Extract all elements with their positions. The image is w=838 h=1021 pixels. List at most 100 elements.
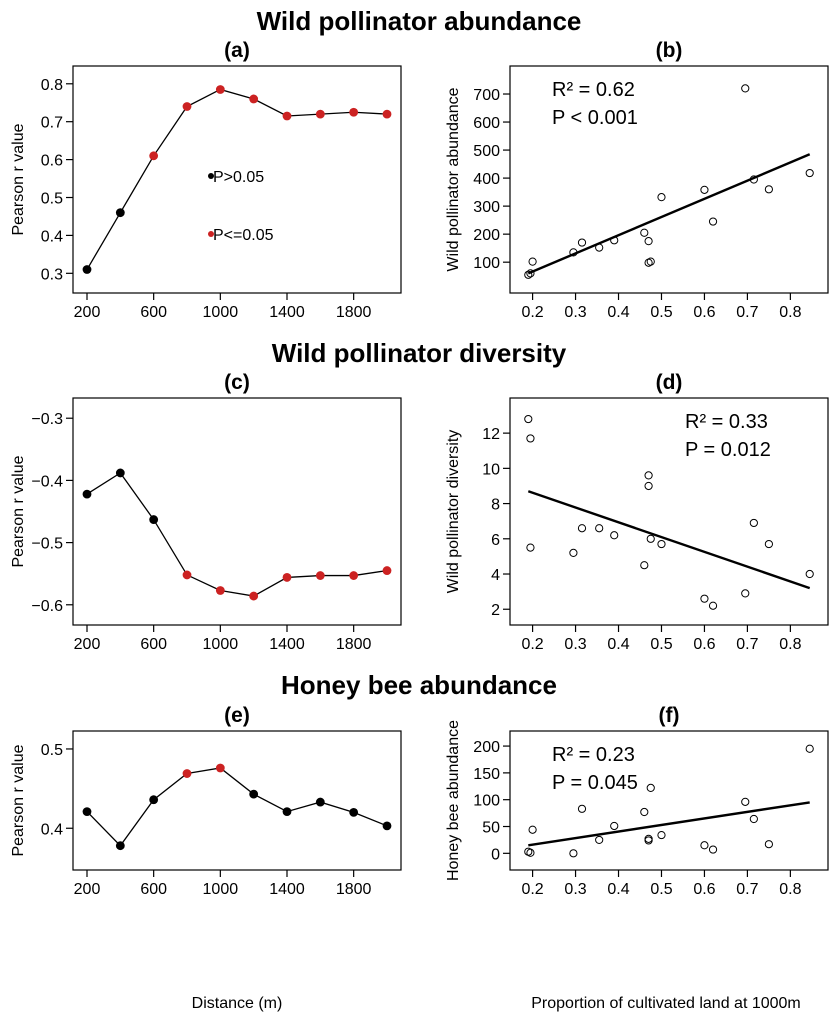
y-tick-label: 0.6 xyxy=(41,153,63,170)
data-point xyxy=(708,217,718,226)
stat-annotation: P = 0.045 xyxy=(552,772,638,794)
regression-line xyxy=(528,801,810,847)
data-point xyxy=(764,539,773,549)
legend-label-nonsig: P>0.05 xyxy=(213,169,264,186)
data-point xyxy=(526,434,535,443)
x-tick-label: 0.4 xyxy=(607,636,629,653)
data-point xyxy=(249,94,259,104)
section-title: Wild pollinator abundance xyxy=(257,6,582,36)
regression-line xyxy=(527,153,811,275)
data-point xyxy=(700,841,709,850)
x-tick-label: 200 xyxy=(74,636,101,653)
data-point xyxy=(149,151,159,161)
data-point xyxy=(644,471,653,480)
data-point xyxy=(644,237,653,246)
chart-panel-d: (d) 0.2 0.3 0.4 0.5 0.6 0.7 0.8 2 4 6 8 10 12 Wild pol… xyxy=(445,371,829,653)
y-tick-label: 0.5 xyxy=(41,742,63,759)
x-tick-label: 1400 xyxy=(269,636,305,653)
data-point xyxy=(657,193,666,202)
y-tick-label: 100 xyxy=(473,793,500,810)
data-point xyxy=(708,601,718,610)
data-point xyxy=(569,548,578,557)
data-point xyxy=(315,109,325,119)
series-line xyxy=(86,767,388,847)
data-point xyxy=(569,248,578,257)
data-point xyxy=(644,836,653,845)
x-tick-label: 0.7 xyxy=(736,304,758,321)
data-point xyxy=(700,185,709,194)
y-axis-title: Wild pollinator abundance xyxy=(445,87,462,271)
x-tick-label: 0.2 xyxy=(521,304,543,321)
data-point xyxy=(595,243,604,252)
y-tick-label: 200 xyxy=(473,227,500,244)
plot-frame xyxy=(509,397,829,626)
data-point xyxy=(115,841,125,851)
data-point xyxy=(741,84,750,93)
panel-label: (f) xyxy=(659,704,680,727)
x-tick-label: 600 xyxy=(140,881,167,898)
y-tick-label: 0 xyxy=(491,846,500,863)
plot-frame xyxy=(72,397,402,626)
panel-label: (e) xyxy=(224,704,250,727)
x-tick-label: 0.6 xyxy=(693,636,715,653)
chart-panel-e: (e) 200 600 1000 1400 1800 0.4 0.5 Pearson r val… xyxy=(10,704,402,898)
data-point xyxy=(382,566,392,575)
chart-panel-c: (c) 200 600 1000 1400 1800 −0.6 −0.5 −0.4 −0.3 Pea… xyxy=(10,371,402,653)
data-point xyxy=(115,468,125,478)
x-tick-label: 0.5 xyxy=(650,304,672,321)
y-axis-title: Pearson r value xyxy=(10,744,27,856)
y-tick-label: −0.3 xyxy=(31,411,63,428)
data-point xyxy=(700,594,709,603)
y-tick-label: 500 xyxy=(473,143,500,160)
y-axis-title: Pearson r value xyxy=(10,455,27,567)
y-tick-label: 2 xyxy=(491,602,500,619)
legend-marker-nonsig xyxy=(208,173,214,179)
data-point xyxy=(382,109,392,119)
data-point xyxy=(249,789,259,799)
x-tick-label: 0.6 xyxy=(693,304,715,321)
data-point xyxy=(610,821,619,831)
data-point xyxy=(215,586,225,595)
data-point xyxy=(82,265,92,274)
data-point xyxy=(82,807,92,816)
data-point xyxy=(640,807,649,817)
data-point xyxy=(315,571,325,580)
x-tick-label: 600 xyxy=(140,636,167,653)
x-tick-label: 200 xyxy=(74,881,101,898)
x-tick-label: 0.2 xyxy=(521,881,543,898)
data-point xyxy=(610,531,619,540)
data-point xyxy=(610,236,619,245)
y-tick-label: 400 xyxy=(473,171,500,188)
section-title: Wild pollinator diversity xyxy=(272,338,567,368)
x-tick-label: 200 xyxy=(74,304,101,321)
y-tick-label: 700 xyxy=(473,87,500,104)
data-point xyxy=(282,807,292,816)
data-point xyxy=(382,821,392,831)
stat-annotation: R² = 0.62 xyxy=(552,79,635,101)
y-tick-label: 0.7 xyxy=(41,115,63,132)
panel-label: (b) xyxy=(656,39,683,62)
x-axis-title-proportion: Proportion of cultivated land at 1000m xyxy=(531,995,801,1012)
x-tick-label: 0.3 xyxy=(564,636,586,653)
stat-annotation: P = 0.012 xyxy=(685,439,771,461)
y-tick-label: 0.4 xyxy=(41,821,63,838)
data-point xyxy=(657,539,666,549)
series-line xyxy=(86,88,388,270)
x-tick-label: 1800 xyxy=(336,881,372,898)
data-point xyxy=(528,825,537,834)
y-axis-title: Wild pollinator diversity xyxy=(445,430,462,594)
data-point xyxy=(249,591,259,601)
panel-label: (d) xyxy=(656,371,683,394)
x-tick-label: 1400 xyxy=(269,881,305,898)
y-tick-label: 50 xyxy=(482,820,500,837)
data-point xyxy=(282,573,292,582)
data-point xyxy=(749,175,758,184)
data-point xyxy=(595,524,604,533)
y-tick-label: 600 xyxy=(473,115,500,132)
data-point xyxy=(640,561,649,570)
chart-panel-a: (a) 200 600 1000 1400 1800 0.3 0.4 0.5 0.6 0.7 0.8 P… xyxy=(10,39,402,321)
data-point xyxy=(595,835,604,845)
data-point xyxy=(82,489,92,499)
data-point xyxy=(215,763,225,773)
data-point xyxy=(577,804,587,813)
